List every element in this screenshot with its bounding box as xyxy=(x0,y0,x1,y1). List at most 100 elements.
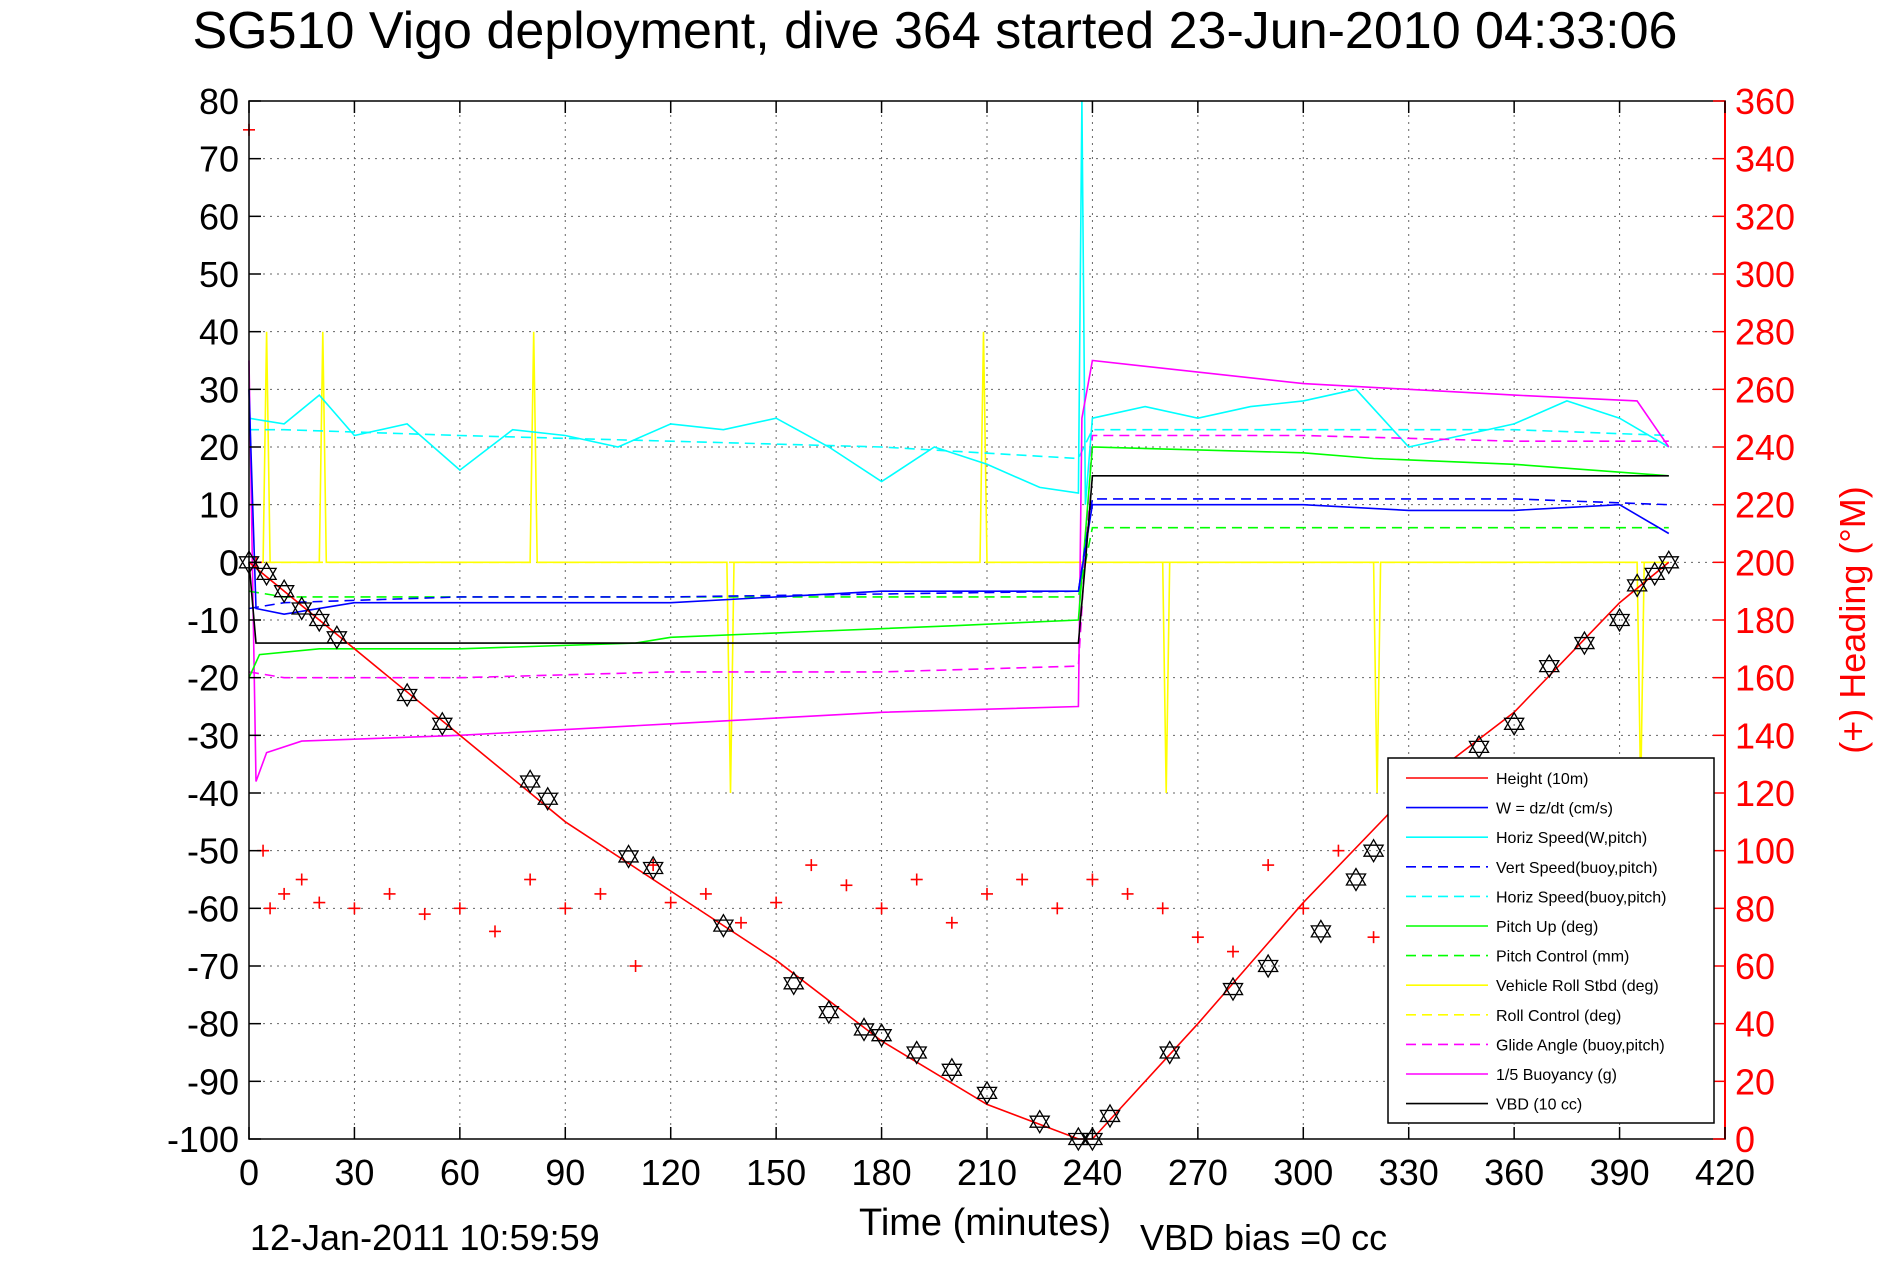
legend-entry-6: Pitch Control (mm) xyxy=(1496,949,1629,966)
heading-point-30 xyxy=(1121,887,1134,900)
heading-point-28 xyxy=(1051,902,1064,915)
legend-entry-0: Height (10m) xyxy=(1496,771,1588,788)
series-line-6 xyxy=(248,526,1669,598)
heading-point-3 xyxy=(264,902,277,915)
height-marker-20 xyxy=(1029,1109,1051,1134)
heading-point-21 xyxy=(805,859,818,872)
height-marker-8 xyxy=(519,769,541,794)
series-line-9 xyxy=(248,434,1669,679)
footer-vbd-bias: VBD bias =0 cc xyxy=(1140,1217,1387,1258)
y2-tick-label-18: 0 xyxy=(1735,1119,1755,1160)
y2-tick-label-4: 280 xyxy=(1735,312,1795,353)
heading-point-29 xyxy=(1086,873,1099,886)
heading-point-14 xyxy=(594,887,607,900)
right-axis: 3603403203002802602402202001801601401201… xyxy=(1713,81,1795,1160)
legend-entry-7: Vehicle Roll Stbd (deg) xyxy=(1496,978,1659,995)
series-line-10 xyxy=(248,359,1670,782)
height-marker-3 xyxy=(291,596,313,621)
y2-tick-label-3: 300 xyxy=(1735,254,1795,295)
heading-point-4 xyxy=(278,887,291,900)
heading-point-37 xyxy=(1367,931,1380,944)
y2-tick-label-11: 140 xyxy=(1735,715,1795,756)
height-marker-7 xyxy=(431,711,453,737)
y2-tick-label-5: 260 xyxy=(1735,369,1795,410)
height-marker-11 xyxy=(642,855,664,881)
height-marker-10 xyxy=(617,844,640,869)
y2-tick-label-16: 40 xyxy=(1735,1004,1775,1045)
y2-tick-label-2: 320 xyxy=(1735,196,1795,237)
heading-point-6 xyxy=(313,896,326,909)
heading-point-25 xyxy=(945,916,958,929)
legend-entry-10: 1/5 Buoyancy (g) xyxy=(1496,1067,1617,1084)
x-axis: 0 30 60 90 120 150 180 210 240 270 300 330 360 390 420 xyxy=(239,101,1755,1193)
x-tick-label-8: 240 xyxy=(1062,1152,1122,1193)
height-marker-12 xyxy=(712,913,735,938)
y2-tick-label-7: 220 xyxy=(1735,485,1795,526)
x-tick-label-0: 0 xyxy=(239,1152,259,1193)
height-marker-21 xyxy=(1067,1126,1090,1152)
y2-tick-label-10: 160 xyxy=(1735,658,1795,699)
series-line-11 xyxy=(248,474,1669,644)
height-marker-29 xyxy=(1362,838,1385,863)
y-tick-label-16: -80 xyxy=(187,1004,239,1045)
series-line-1 xyxy=(248,389,1670,616)
height-marker-23 xyxy=(1099,1103,1121,1129)
legend-entry-5: Pitch Up (deg) xyxy=(1496,919,1598,936)
heading-point-12 xyxy=(524,873,537,886)
heading-point-31 xyxy=(1156,902,1169,915)
y-tick-label-0: 80 xyxy=(199,81,239,122)
legend-entry-9: Glide Angle (buoy,pitch) xyxy=(1496,1037,1665,1054)
height-marker-17 xyxy=(906,1040,928,1065)
height-marker-36 xyxy=(1626,573,1648,598)
y2-tick-label-17: 20 xyxy=(1735,1061,1775,1102)
height-marker-25 xyxy=(1222,976,1244,1002)
x-axis-label: Time (minutes) xyxy=(859,1202,1111,1244)
legend-entry-11: VBD (10 cc) xyxy=(1496,1097,1582,1114)
height-marker-5 xyxy=(326,625,348,650)
heading-point-18 xyxy=(699,887,712,900)
y2-tick-label-9: 180 xyxy=(1735,600,1795,641)
heading-point-9 xyxy=(418,908,431,921)
x-tick-label-6: 180 xyxy=(852,1152,912,1193)
heading-point-22 xyxy=(840,879,853,892)
heading-point-33 xyxy=(1227,945,1239,958)
heading-point-34 xyxy=(1262,859,1275,872)
heading-point-15 xyxy=(629,960,642,972)
heading-point-20 xyxy=(770,896,783,909)
x-tick-label-9: 270 xyxy=(1168,1152,1228,1193)
series-layer xyxy=(248,100,1670,1140)
y-tick-label-8: 0 xyxy=(219,542,239,583)
x-tick-label-10: 300 xyxy=(1273,1152,1333,1193)
y2-tick-label-8: 200 xyxy=(1735,542,1795,583)
height-marker-9 xyxy=(537,786,559,812)
legend-entry-2: Horiz Speed(W,pitch) xyxy=(1496,830,1647,847)
heading-point-27 xyxy=(1016,873,1029,886)
heading-point-7 xyxy=(348,902,361,915)
height-marker-4 xyxy=(308,607,330,633)
y2-tick-label-6: 240 xyxy=(1735,427,1795,468)
height-marker-32 xyxy=(1503,711,1525,737)
heading-point-32 xyxy=(1191,931,1204,944)
height-marker-2 xyxy=(273,578,295,604)
heading-point-35 xyxy=(1297,902,1310,915)
y-tick-label-6: 20 xyxy=(199,427,239,468)
legend: Height (10m) W = dz/dt (cm/s) Horiz Speed(… xyxy=(1387,757,1715,1124)
height-marker-16 xyxy=(870,1022,893,1048)
heading-point-8 xyxy=(383,887,396,900)
x-tick-label-12: 360 xyxy=(1484,1152,1544,1193)
y2-tick-label-0: 360 xyxy=(1735,81,1795,122)
x-tick-label-1: 30 xyxy=(334,1152,374,1193)
y-tick-label-1: 70 xyxy=(199,139,239,180)
y-tick-label-9: -10 xyxy=(187,600,239,641)
height-marker-6 xyxy=(396,682,418,708)
height-marker-38 xyxy=(1658,550,1680,575)
legend-entry-3: Vert Speed(buoy,pitch) xyxy=(1496,860,1658,877)
height-marker-28 xyxy=(1345,867,1367,892)
x-tick-label-4: 120 xyxy=(641,1152,701,1193)
y-tick-label-17: -90 xyxy=(187,1061,239,1102)
y2-tick-label-1: 340 xyxy=(1735,139,1795,180)
height-marker-15 xyxy=(853,1017,875,1042)
legend-entry-4: Horiz Speed(buoy,pitch) xyxy=(1496,889,1666,906)
y-tick-label-12: -40 xyxy=(187,773,239,814)
height-marker-31 xyxy=(1468,734,1490,760)
